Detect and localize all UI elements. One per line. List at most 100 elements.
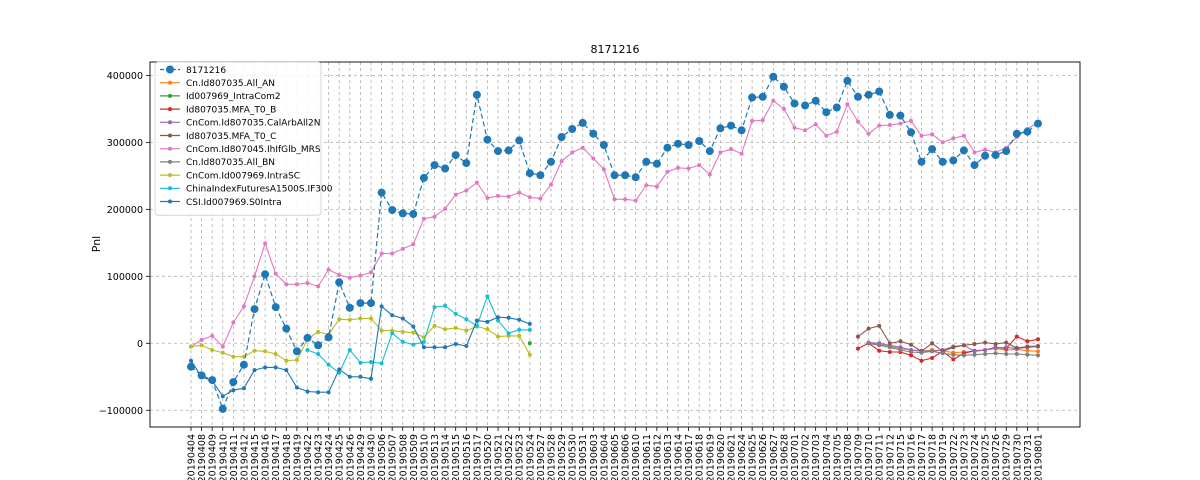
data-point bbox=[1002, 147, 1011, 156]
legend-marker bbox=[166, 65, 174, 74]
x-tick-label: 20190712 bbox=[885, 434, 896, 480]
data-point bbox=[644, 183, 649, 188]
data-point bbox=[856, 119, 860, 124]
data-point bbox=[284, 358, 289, 363]
data-point bbox=[273, 365, 278, 370]
data-point bbox=[961, 133, 966, 138]
data-point bbox=[769, 72, 778, 81]
data-point bbox=[398, 209, 407, 218]
data-point bbox=[347, 275, 352, 280]
data-point bbox=[949, 156, 958, 165]
data-point bbox=[940, 140, 945, 145]
data-point bbox=[443, 345, 448, 350]
data-point bbox=[239, 360, 248, 369]
data-point bbox=[527, 321, 532, 326]
x-tick-label: 20190701 bbox=[790, 434, 801, 480]
data-point bbox=[367, 299, 375, 308]
data-point bbox=[305, 281, 310, 285]
legend-label: CnCom.Id807035.CalArbAll2N bbox=[186, 119, 320, 129]
data-point bbox=[379, 361, 384, 366]
x-tick-label: 20190515 bbox=[451, 434, 462, 480]
data-point bbox=[273, 352, 278, 356]
data-point bbox=[335, 278, 344, 287]
x-tick-label: 20190626 bbox=[758, 434, 769, 480]
plot-frame bbox=[149, 61, 1081, 428]
x-tick-label: 20190415 bbox=[250, 434, 261, 480]
data-point bbox=[231, 388, 236, 393]
data-point bbox=[930, 341, 935, 346]
data-point bbox=[250, 305, 259, 314]
data-point bbox=[271, 303, 280, 312]
legend-label: CnCom.Id807045.IhIfGlb_MRS bbox=[186, 145, 321, 155]
data-point bbox=[220, 350, 225, 355]
data-point bbox=[443, 206, 448, 211]
data-point bbox=[409, 210, 418, 218]
data-point bbox=[727, 121, 735, 130]
data-point bbox=[241, 304, 246, 309]
x-tick-label: 20190726 bbox=[991, 434, 1002, 480]
x-tick-label: 20190627 bbox=[769, 434, 780, 480]
data-point bbox=[578, 118, 587, 127]
data-point bbox=[898, 339, 903, 344]
x-tick-label: 20190708 bbox=[843, 434, 854, 480]
x-tick-label: 20190506 bbox=[377, 434, 388, 480]
data-point bbox=[877, 343, 882, 348]
data-point bbox=[993, 346, 998, 350]
data-point bbox=[273, 271, 278, 276]
data-point bbox=[896, 111, 905, 120]
data-point bbox=[472, 90, 481, 99]
data-point bbox=[432, 214, 437, 219]
data-point bbox=[462, 159, 471, 168]
data-point bbox=[231, 354, 236, 359]
x-tick-label: 20190621 bbox=[726, 434, 737, 480]
x-tick-label: 20190416 bbox=[261, 434, 272, 480]
y-axis: −100000 0 100000 200000 300000 400000 bbox=[99, 71, 150, 417]
data-point bbox=[633, 198, 638, 203]
data-point bbox=[559, 159, 564, 164]
y-tick-label: 400000 bbox=[107, 71, 143, 82]
y-tick-label: 200000 bbox=[107, 205, 143, 216]
x-tick-label: 20190709 bbox=[854, 434, 865, 480]
data-point bbox=[610, 171, 619, 180]
data-point bbox=[305, 389, 310, 394]
data-point bbox=[887, 350, 892, 354]
data-point bbox=[390, 313, 395, 318]
x-tick-label: 20190731 bbox=[1023, 434, 1034, 480]
data-point bbox=[824, 133, 829, 138]
data-point bbox=[972, 352, 977, 357]
data-point bbox=[612, 197, 617, 202]
data-point bbox=[496, 318, 500, 323]
data-point bbox=[940, 351, 945, 356]
data-point bbox=[199, 343, 204, 348]
data-point bbox=[411, 242, 416, 247]
data-point bbox=[451, 151, 460, 160]
data-point bbox=[506, 194, 511, 199]
data-point bbox=[337, 367, 342, 372]
legend-label: Cn.Id807035.All_BN bbox=[186, 158, 275, 168]
data-point bbox=[972, 349, 977, 354]
data-point bbox=[197, 371, 206, 380]
x-tick-label: 20190710 bbox=[864, 434, 875, 480]
x-tick-label: 20190610 bbox=[631, 434, 642, 480]
x-tick-label: 20190624 bbox=[737, 434, 748, 480]
data-point bbox=[631, 173, 640, 182]
data-point bbox=[326, 267, 331, 272]
data-point bbox=[496, 334, 500, 339]
data-point bbox=[208, 376, 217, 385]
data-point bbox=[220, 394, 225, 399]
data-point bbox=[599, 141, 608, 149]
data-point bbox=[970, 161, 979, 170]
x-tick-label: 20190527 bbox=[536, 434, 547, 480]
data-point bbox=[781, 106, 786, 111]
x-tick-label: 20190418 bbox=[282, 434, 293, 480]
data-point bbox=[739, 151, 744, 156]
data-point bbox=[347, 317, 352, 322]
data-point bbox=[316, 329, 321, 334]
legend-label: ChinaIndexFuturesA1500S.IF300 bbox=[186, 185, 333, 195]
data-point bbox=[517, 333, 522, 338]
data-point bbox=[189, 358, 193, 363]
legend-label: 8171216 bbox=[186, 66, 226, 76]
data-point bbox=[515, 136, 524, 145]
data-point bbox=[443, 303, 448, 308]
x-tick-label: 20190523 bbox=[515, 434, 526, 480]
